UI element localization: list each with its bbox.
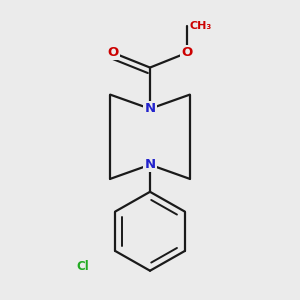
Text: Cl: Cl <box>76 260 89 273</box>
Text: N: N <box>144 158 156 171</box>
Text: N: N <box>144 102 156 115</box>
Text: CH₃: CH₃ <box>190 21 212 31</box>
Text: O: O <box>108 46 119 59</box>
Text: O: O <box>181 46 192 59</box>
